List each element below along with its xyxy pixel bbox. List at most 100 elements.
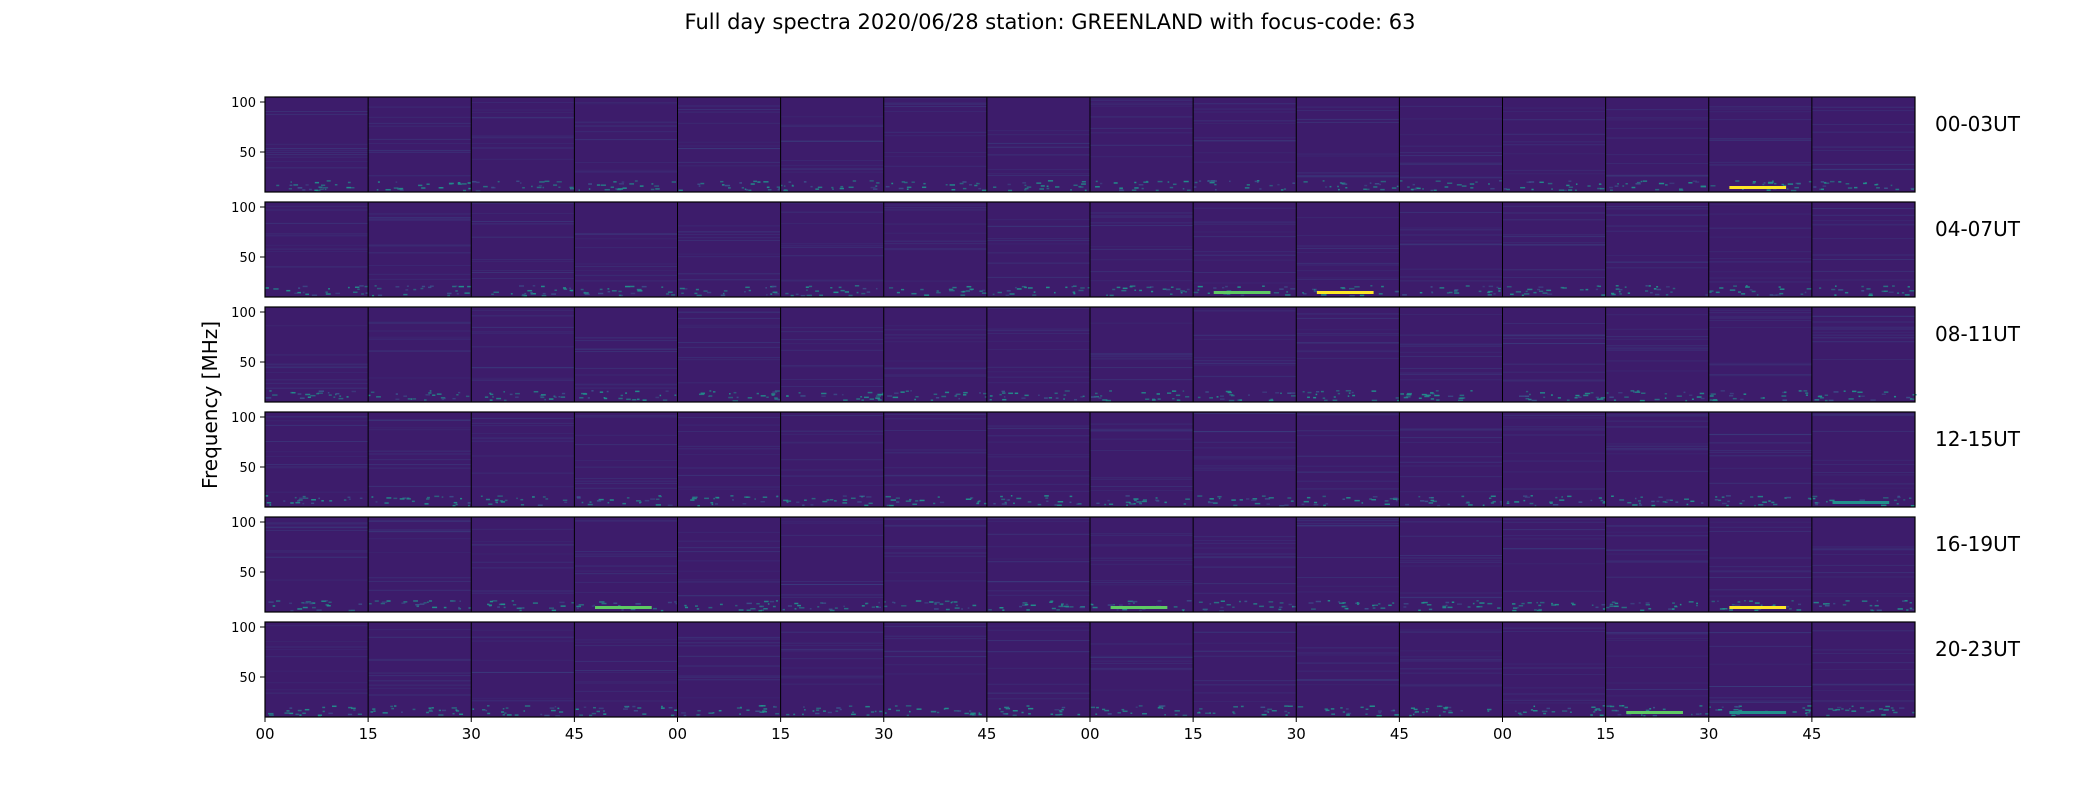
noise-line (1605, 525, 1709, 527)
noise-line (574, 171, 678, 173)
spectrum-background (986, 307, 1090, 402)
noise-line (780, 280, 884, 282)
emission-speckle (1884, 187, 1888, 189)
emission-speckle (774, 398, 779, 400)
emission-speckle (519, 609, 522, 612)
noise-line (1811, 474, 1915, 476)
emission-speckle (1539, 392, 1546, 394)
noise-line (471, 541, 575, 543)
noise-line (1399, 134, 1503, 136)
emission-speckle (325, 604, 329, 606)
emission-speckle (1307, 396, 1310, 399)
emission-speckle (955, 393, 958, 396)
emission-speckle (630, 292, 636, 295)
emission-speckle (1634, 497, 1637, 500)
emission-speckle (756, 602, 760, 605)
emission-speckle (1805, 394, 1808, 396)
noise-line (1296, 342, 1400, 344)
noise-line (1502, 631, 1606, 633)
noise-line (1811, 572, 1915, 574)
emission-speckle (1768, 500, 1771, 502)
emission-speckle (683, 714, 687, 717)
emission-speckle (441, 398, 445, 401)
emission-speckle (1598, 497, 1602, 499)
noise-line (986, 520, 1090, 522)
noise-line (986, 239, 1090, 241)
noise-line (1296, 106, 1400, 108)
emission-speckle (1794, 186, 1799, 189)
spectrum-panel (780, 202, 884, 297)
emission-speckle (1904, 294, 1910, 296)
noise-line (1296, 217, 1400, 219)
noise-line (1502, 379, 1606, 381)
noise-line (1502, 234, 1606, 236)
noise-line (883, 673, 987, 675)
noise-line (780, 379, 884, 381)
noise-line (471, 700, 575, 702)
emission-speckle (386, 600, 391, 602)
emission-speckle (317, 714, 323, 716)
emission-speckle (852, 180, 857, 182)
emission-speckle (1021, 397, 1026, 399)
emission-speckle (1284, 286, 1288, 288)
noise-line (1090, 667, 1194, 669)
emission-speckle (1244, 600, 1248, 603)
emission-speckle (265, 287, 269, 289)
emission-speckle (1527, 602, 1532, 604)
spectrum-panel (1811, 202, 1915, 297)
emission-speckle (1600, 499, 1604, 502)
emission-speckle (1649, 708, 1652, 710)
noise-line (1811, 483, 1915, 485)
noise-line (1811, 554, 1915, 556)
emission-speckle (1655, 188, 1660, 191)
emission-speckle (1823, 603, 1827, 605)
noise-line (368, 520, 472, 522)
emission-speckle (1448, 706, 1452, 709)
noise-line (883, 449, 987, 451)
noise-line (1193, 553, 1297, 555)
noise-line (1193, 108, 1297, 110)
emission-speckle (944, 707, 949, 710)
emission-speckle (1731, 603, 1735, 606)
emission-speckle (1212, 712, 1216, 715)
emission-speckle (598, 498, 604, 501)
emission-speckle (1212, 502, 1218, 504)
emission-speckle (421, 285, 426, 288)
noise-line (1193, 362, 1297, 364)
noise-line (471, 202, 575, 204)
noise-line (1605, 230, 1709, 232)
noise-line (1090, 356, 1194, 358)
emission-speckle (1096, 502, 1100, 505)
emission-speckle (810, 185, 813, 188)
emission-speckle (1624, 286, 1627, 288)
noise-line (1296, 654, 1400, 656)
emission-speckle (1007, 183, 1011, 186)
emission-speckle (989, 399, 992, 401)
noise-line (1193, 103, 1297, 105)
emission-speckle (1910, 504, 1915, 507)
noise-line (1399, 176, 1503, 178)
emission-speckle (1046, 286, 1050, 289)
emission-speckle (1145, 398, 1150, 400)
emission-speckle (1271, 710, 1277, 712)
noise-line (1193, 412, 1297, 414)
emission-speckle (757, 181, 761, 183)
emission-speckle (848, 705, 853, 707)
emission-speckle (1065, 606, 1070, 608)
emission-speckle (284, 712, 290, 714)
spectrum-background (368, 517, 472, 612)
emission-speckle (1644, 290, 1649, 292)
emission-speckle (1842, 604, 1847, 606)
noise-line (1811, 595, 1915, 597)
emission-speckle (302, 502, 305, 505)
emission-speckle (559, 601, 565, 604)
emission-speckle (1831, 288, 1836, 291)
emission-speckle (873, 188, 878, 190)
emission-speckle (969, 288, 974, 290)
emission-speckle (1380, 607, 1386, 609)
emission-speckle (1390, 710, 1396, 712)
noise-line (986, 667, 1090, 669)
emission-speckle (1268, 497, 1274, 499)
noise-line (574, 367, 678, 369)
noise-line (1090, 116, 1194, 118)
